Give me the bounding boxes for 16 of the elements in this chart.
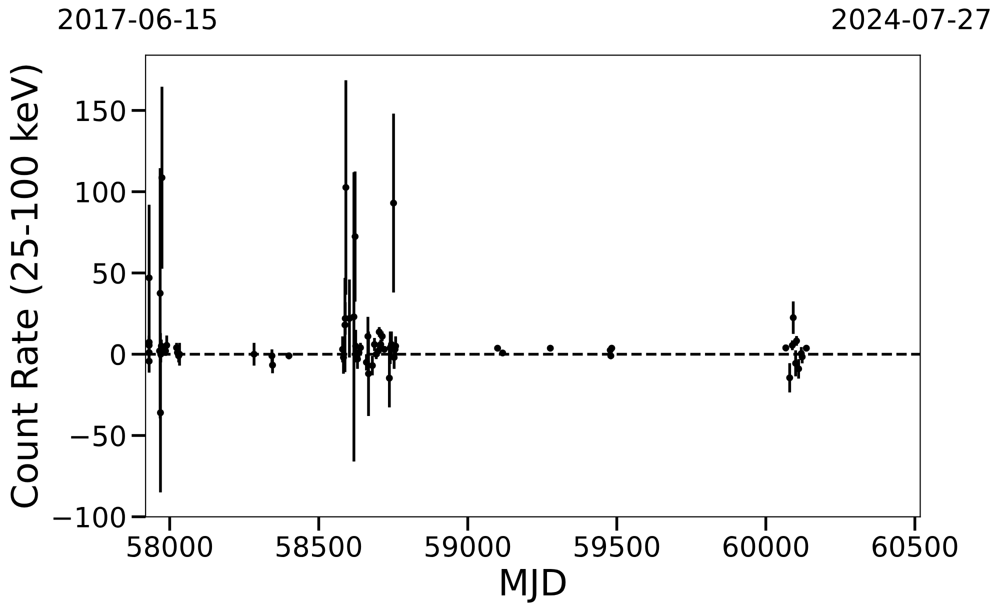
x-axis-title: MJD <box>502 569 566 603</box>
y-tick-label: 150 <box>76 100 125 122</box>
text: 2024-07-27 <box>832 8 990 30</box>
text: 2017-06-15 <box>58 8 216 30</box>
y-axis-title: Count Rate (25-100 keV) <box>10 66 42 508</box>
x-tick-label: 60000 <box>724 536 808 558</box>
x-tick-label: 59500 <box>574 536 660 558</box>
y-tick-label: 0 <box>110 344 125 366</box>
y-tick-label: −50 <box>71 425 125 446</box>
x-tick-label: 58500 <box>276 536 362 558</box>
x-tick-label: 58000 <box>128 536 212 558</box>
y-tick-label: −100 <box>53 506 125 528</box>
y-tick-label: 100 <box>76 182 125 203</box>
x-tick-label: 60500 <box>872 536 958 558</box>
y-tick-label: 50 <box>94 262 125 284</box>
x-tick-label: 59000 <box>426 536 510 558</box>
